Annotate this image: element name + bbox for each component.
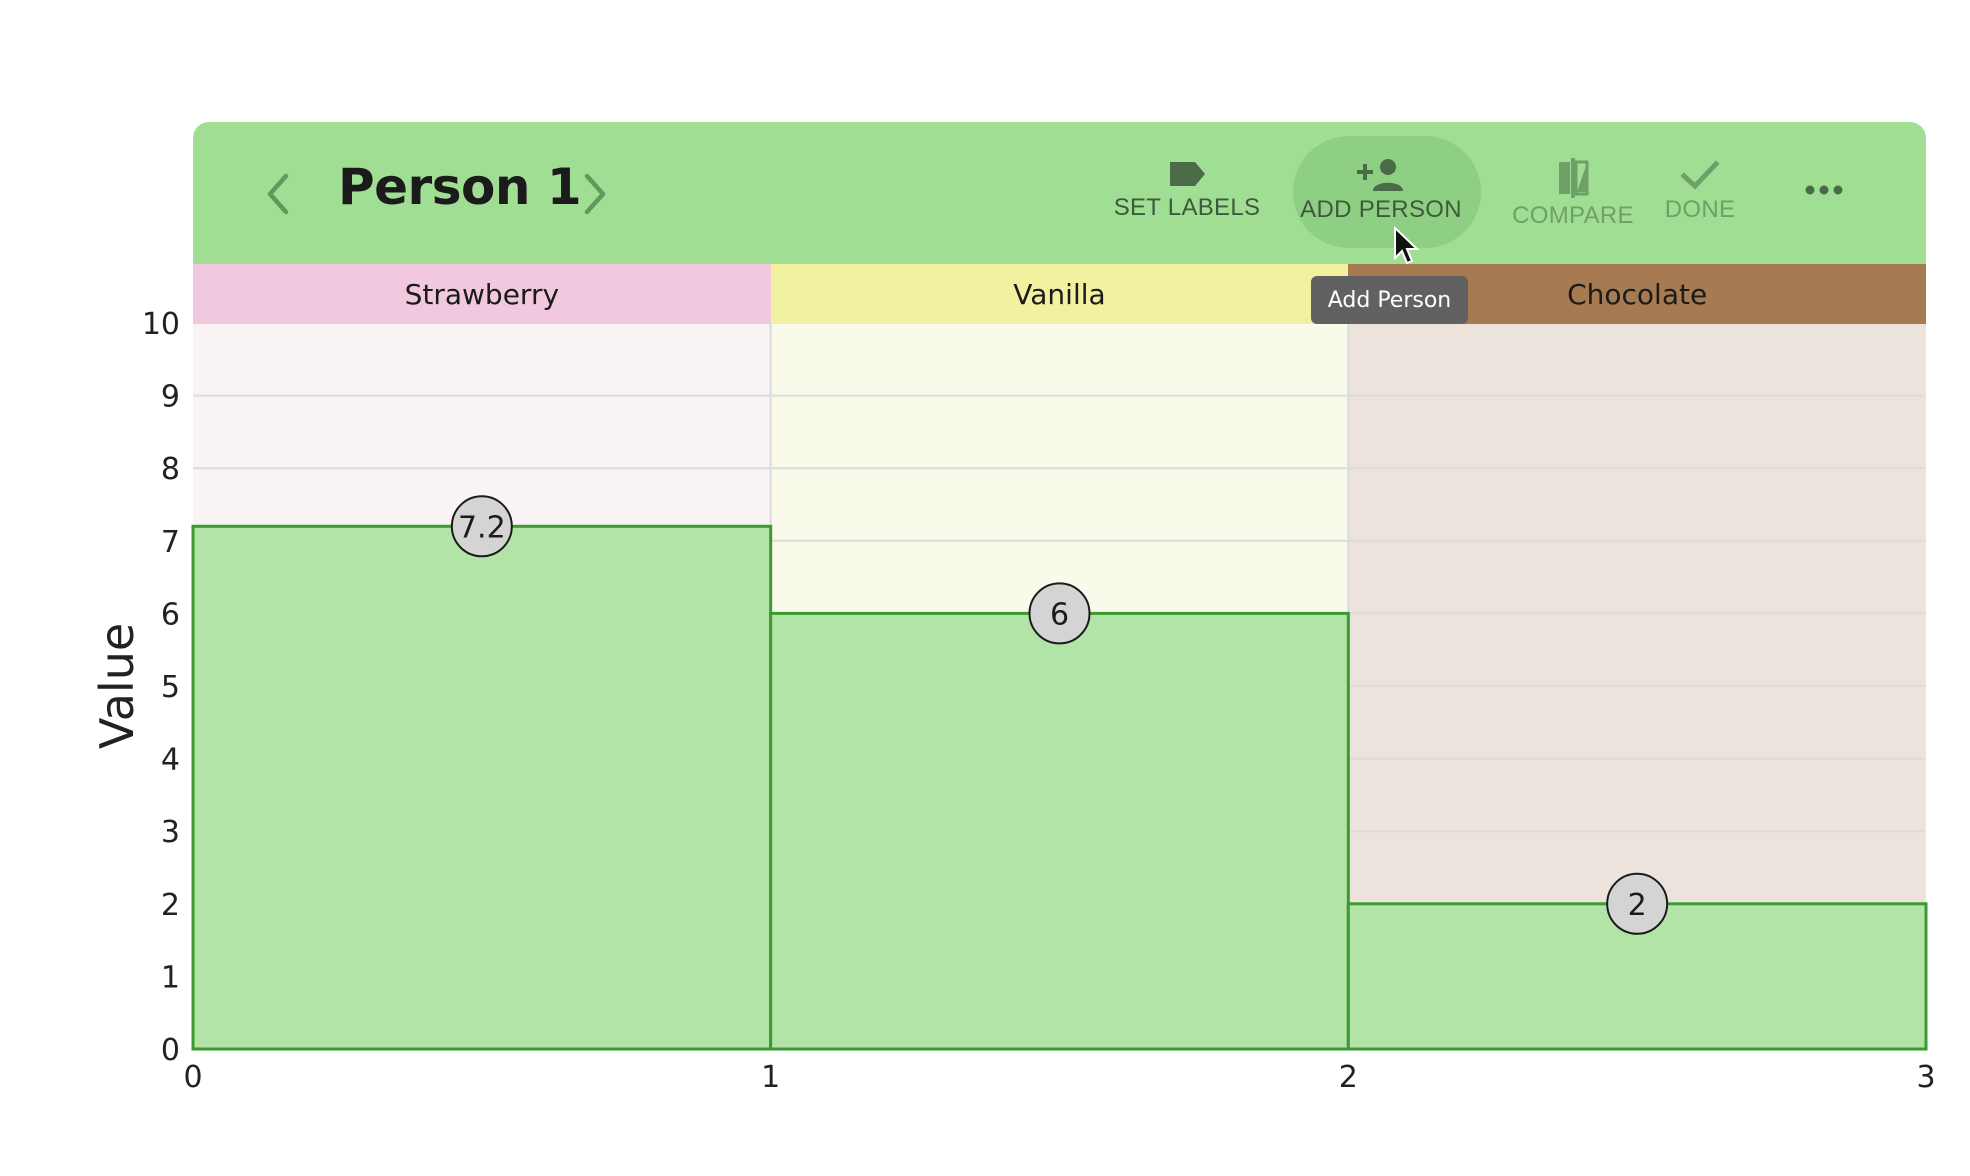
value-handle[interactable] [1028,582,1091,645]
compare-label: COMPARE [1512,202,1634,229]
set-labels-label: SET LABELS [1113,194,1261,221]
next-person-button[interactable] [565,162,625,226]
set-labels-button[interactable]: SET LABELS [1113,158,1261,250]
category-vanilla[interactable]: Vanilla [770,264,1349,324]
y-axis-label: Value [90,623,144,749]
y-tick-label: 8 [161,452,180,487]
y-tick-label: 5 [161,670,180,705]
compare-icon [1559,158,1589,198]
bar[interactable] [769,611,1350,1051]
y-tick-label: 1 [161,960,180,995]
chevron-right-icon [584,173,606,215]
category-strawberry[interactable]: Strawberry [193,264,771,324]
value-label: 7.2 [458,510,506,545]
x-tick-label: 0 [183,1060,202,1095]
more-options-button[interactable] [1798,164,1850,216]
person-add-icon [1357,159,1403,191]
add-person-hover-highlight [1293,136,1481,248]
value-label: 6 [1050,597,1069,632]
x-tick-label: 1 [761,1060,780,1095]
more-horizontal-icon [1805,185,1843,195]
toolbar: Person 1 SET LABELS ADD PERSON COMPARE [193,122,1926,264]
check-icon [1680,160,1720,190]
y-tick-label: 3 [161,815,180,850]
person-title: Person 1 [338,158,582,216]
category-header: Strawberry Vanilla Chocolate [193,264,1926,324]
add-person-tooltip: Add Person [1311,276,1468,324]
chevron-left-icon [267,173,289,215]
value-handle[interactable] [1606,872,1669,935]
y-tick-label: 0 [161,1033,180,1068]
add-person-button[interactable]: ADD PERSON [1300,158,1462,250]
done-label: DONE [1664,196,1736,223]
y-tick-label: 9 [161,380,180,415]
y-tick-label: 7 [161,525,180,560]
compare-button[interactable]: COMPARE [1508,158,1638,250]
y-tick-label: 4 [161,743,180,778]
value-label: 2 [1628,888,1647,923]
label-tag-icon [1170,162,1205,186]
done-button[interactable]: DONE [1660,158,1740,250]
add-person-label: ADD PERSON [1300,196,1462,223]
y-tick-label: 6 [161,597,180,632]
value-handle[interactable] [450,495,513,558]
mouse-cursor-icon [1394,226,1420,265]
y-tick-label: 2 [161,888,180,923]
x-tick-label: 2 [1339,1060,1358,1095]
previous-person-button[interactable] [248,162,308,226]
x-tick-label: 3 [1916,1060,1935,1095]
bar[interactable] [191,524,773,1051]
y-tick-label: 10 [142,307,180,342]
